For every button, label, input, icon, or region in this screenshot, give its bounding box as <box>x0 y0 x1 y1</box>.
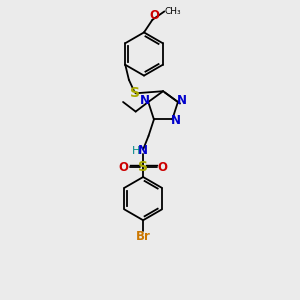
Text: S: S <box>130 86 140 100</box>
Text: O: O <box>158 160 168 174</box>
Text: O: O <box>118 160 129 174</box>
Text: Br: Br <box>136 230 151 243</box>
Text: S: S <box>138 160 148 174</box>
Text: CH₃: CH₃ <box>164 7 181 16</box>
Text: N: N <box>171 114 181 128</box>
Text: O: O <box>150 9 160 22</box>
Text: N: N <box>138 144 148 158</box>
Text: N: N <box>176 94 187 107</box>
Text: N: N <box>140 94 150 107</box>
Text: H: H <box>132 146 141 156</box>
